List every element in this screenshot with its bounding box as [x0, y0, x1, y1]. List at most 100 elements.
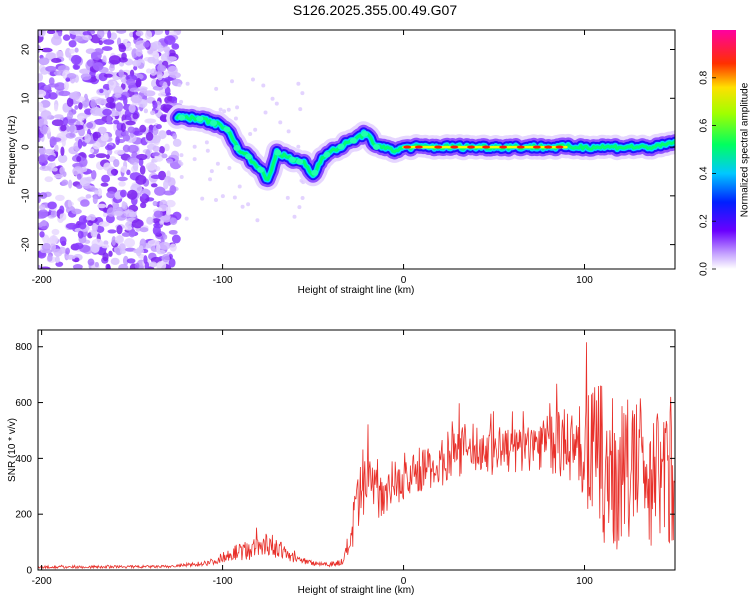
- track-blob: [178, 114, 186, 121]
- noise-blob: [38, 44, 41, 54]
- noise-blob: [204, 140, 209, 145]
- noise-blob: [155, 166, 161, 172]
- colorbar-tick-label: 0.4: [699, 166, 710, 180]
- noise-blob: [157, 74, 163, 81]
- noise-blob: [65, 222, 78, 230]
- noise-blob: [41, 242, 51, 251]
- noise-blob: [90, 230, 98, 238]
- colorbar-tick-label: 0.6: [699, 118, 710, 132]
- noise-blob: [98, 40, 103, 46]
- noise-blob: [152, 30, 164, 35]
- noise-blob: [300, 196, 305, 201]
- noise-blob: [113, 158, 120, 168]
- noise-blob: [90, 243, 100, 254]
- noise-blob: [62, 171, 67, 177]
- bottom-y-tick-label: 600: [15, 398, 32, 409]
- snr-panel: -200 -100 0 100 0 200 400 600 800 Height of str…: [7, 329, 676, 596]
- top-y-tick-label: -20: [21, 237, 32, 252]
- noise-blob: [145, 131, 154, 141]
- noise-blob: [43, 148, 55, 155]
- noise-blob: [51, 167, 58, 172]
- noise-blob: [192, 157, 197, 162]
- noise-blob: [94, 189, 99, 195]
- noise-blob: [51, 35, 62, 46]
- noise-blob: [168, 229, 178, 235]
- bottom-y-tick-label: 0: [26, 566, 32, 577]
- noise-blob: [114, 93, 122, 98]
- noise-blob: [101, 244, 110, 249]
- noise-blob: [96, 225, 105, 233]
- noise-blob: [67, 199, 72, 208]
- noise-blob: [79, 157, 88, 168]
- noise-blob: [54, 144, 59, 152]
- noise-blob: [74, 47, 79, 53]
- noise-blob: [48, 92, 58, 100]
- noise-blob: [76, 155, 82, 162]
- noise-blob: [200, 196, 205, 201]
- noise-blob: [38, 155, 46, 163]
- noise-blob: [214, 86, 219, 91]
- noise-blob: [166, 158, 174, 164]
- noise-blob: [39, 124, 48, 135]
- noise-blob: [91, 223, 98, 232]
- noise-blob: [101, 46, 113, 52]
- noise-blob: [136, 153, 148, 161]
- noise-blob: [51, 228, 60, 236]
- track-blob: [210, 120, 218, 127]
- noise-blob: [128, 104, 136, 113]
- track-blob: [349, 137, 357, 144]
- noise-blob: [298, 107, 303, 112]
- noise-blob: [158, 146, 165, 154]
- noise-blob: [102, 252, 109, 262]
- noise-blob: [145, 118, 155, 123]
- noise-blob: [73, 64, 79, 70]
- bottom-x-tick-label: 0: [401, 576, 407, 587]
- noise-blob: [177, 159, 182, 164]
- noise-blob: [237, 184, 242, 189]
- snr-background: [38, 330, 675, 570]
- noise-blob: [163, 234, 168, 240]
- noise-blob: [38, 73, 43, 82]
- noise-blob: [135, 77, 142, 88]
- noise-blob: [115, 135, 120, 146]
- bottom-y-tick-label: 800: [15, 342, 32, 353]
- top-x-tick-label: -200: [32, 275, 52, 286]
- noise-blob: [76, 184, 83, 189]
- noise-blob: [118, 57, 128, 63]
- noise-blob: [179, 175, 184, 180]
- noise-blob: [133, 65, 138, 71]
- noise-blob: [177, 83, 182, 88]
- track-peak-dot: [450, 145, 459, 149]
- noise-blob: [155, 124, 162, 130]
- noise-blob: [78, 215, 89, 224]
- noise-blob: [113, 85, 123, 96]
- noise-blob: [220, 194, 225, 199]
- noise-blob: [152, 225, 161, 236]
- noise-blob: [117, 176, 128, 182]
- track-peak-dot: [467, 145, 476, 149]
- noise-blob: [165, 129, 172, 136]
- noise-blob: [65, 247, 70, 255]
- noise-blob: [255, 218, 260, 223]
- top-y-tick-label: -10: [21, 188, 32, 203]
- noise-blob: [108, 250, 113, 257]
- noise-blob: [87, 220, 93, 227]
- noise-blob: [53, 103, 59, 112]
- noise-blob: [68, 179, 73, 189]
- noise-blob: [213, 197, 218, 202]
- noise-blob: [38, 89, 47, 98]
- noise-blob: [82, 31, 91, 36]
- noise-blob: [107, 30, 112, 39]
- noise-blob: [63, 81, 69, 91]
- noise-blob: [215, 161, 220, 166]
- noise-blob: [154, 186, 166, 196]
- noise-blob: [126, 78, 136, 86]
- noise-blob: [95, 153, 107, 159]
- noise-blob: [59, 205, 65, 214]
- noise-blob: [164, 86, 171, 96]
- noise-blob: [74, 105, 79, 110]
- noise-blob: [102, 39, 115, 45]
- noise-blob: [113, 149, 126, 155]
- noise-blob: [128, 211, 137, 218]
- bottom-x-tick-label: -200: [32, 576, 52, 587]
